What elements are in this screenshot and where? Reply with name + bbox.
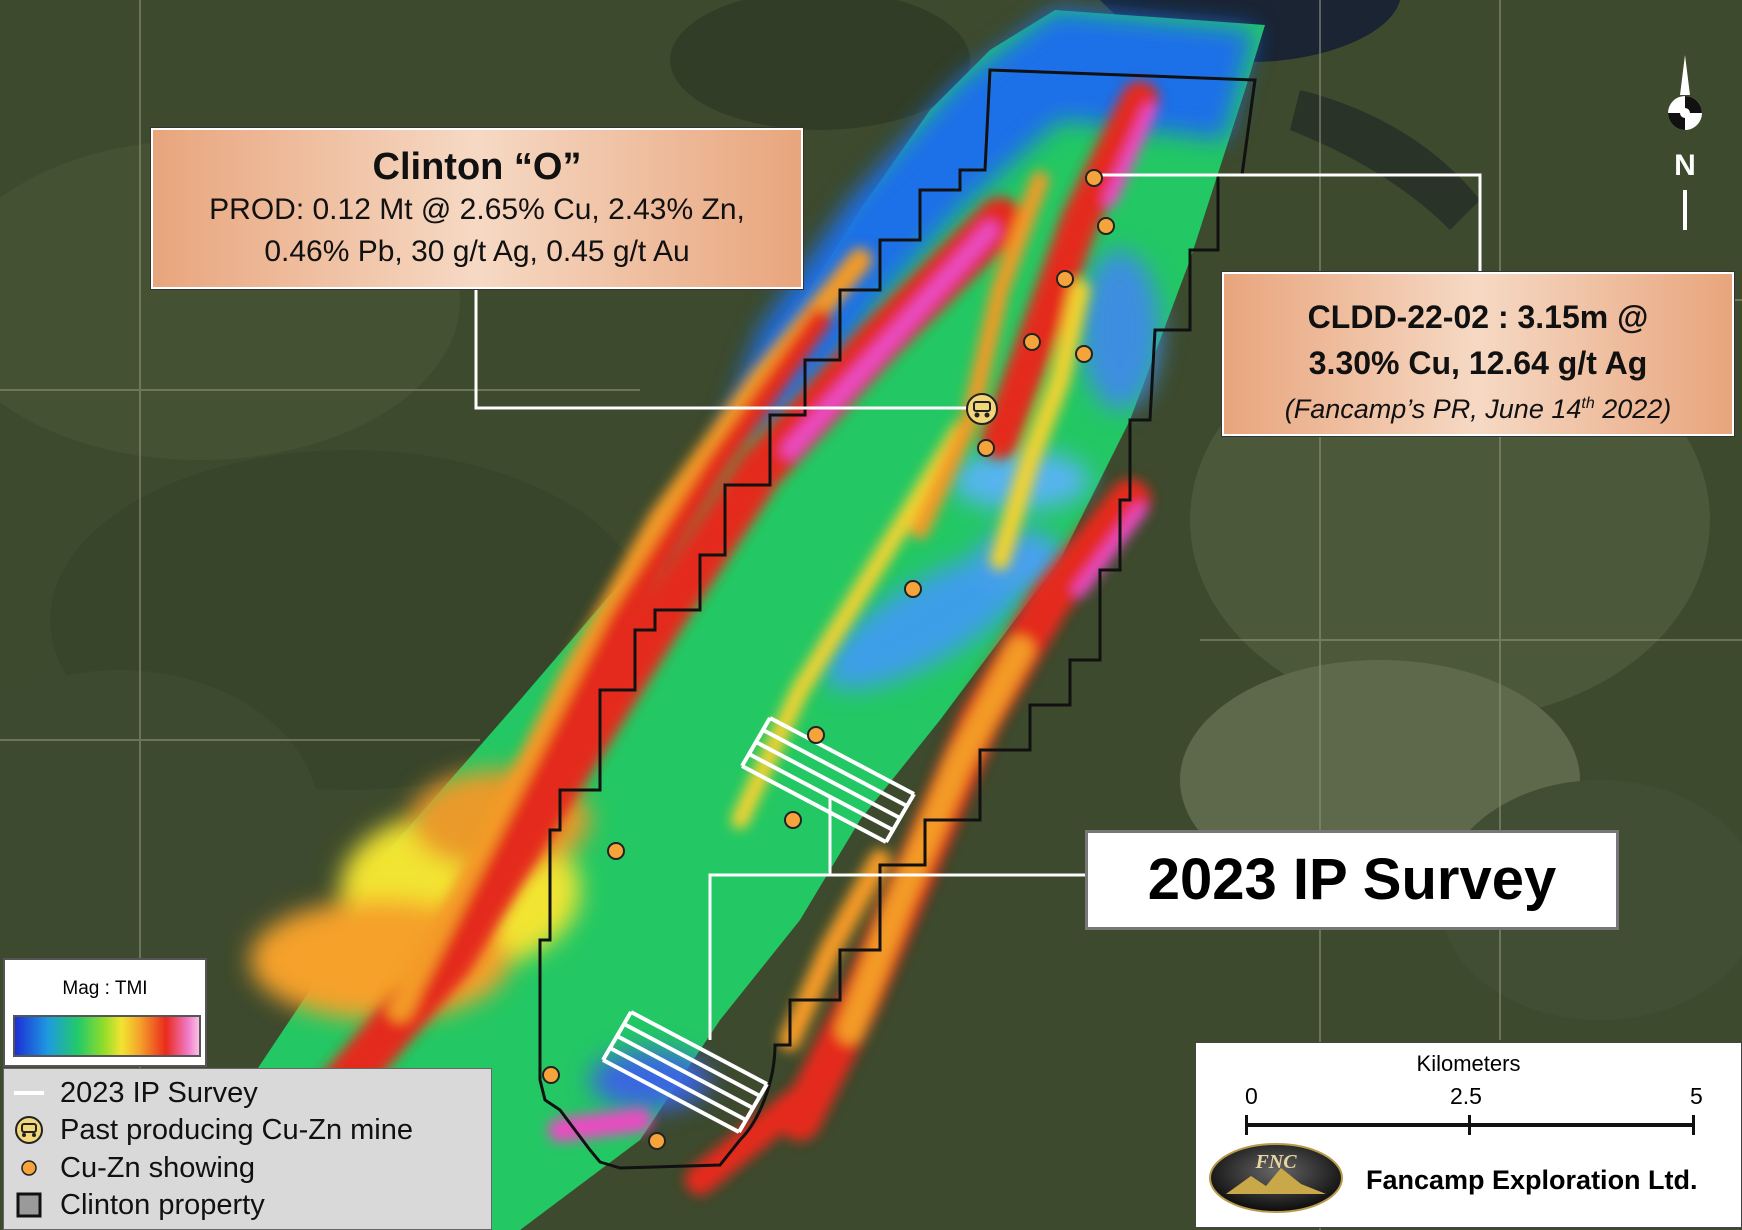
map-legend: 2023 IP Survey Past producing Cu-Zn mine… <box>3 1068 492 1230</box>
mine-icon <box>966 393 998 425</box>
showing-dot <box>1075 345 1093 363</box>
showing-dot <box>1023 333 1041 351</box>
showing-dot <box>542 1066 560 1084</box>
fancamp-logo: FNC <box>1209 1143 1343 1213</box>
cu-zn-showings <box>542 169 1115 1150</box>
showing-dot <box>807 726 825 744</box>
legend-item-showing: Cu-Zn showing <box>12 1150 255 1186</box>
magnetic-tmi-overlay <box>250 10 1265 1230</box>
scale-tick-5: 5 <box>1690 1083 1703 1109</box>
mag-color-ramp <box>13 1015 201 1057</box>
showing-dot <box>784 811 802 829</box>
legend-label: 2023 IP Survey <box>60 1076 258 1109</box>
clinton-o-callout: Clinton “O” PROD: 0.12 Mt @ 2.65% Cu, 2.… <box>151 128 803 289</box>
logo-text: FNC <box>1254 1151 1297 1173</box>
cldd-line1: CLDD-22-02 : 3.15m @ <box>1307 299 1649 335</box>
orange-dot-icon <box>12 1158 46 1178</box>
pr-suffix: 2022) <box>1594 394 1672 424</box>
ip-survey-label: 2023 IP Survey <box>1085 830 1619 930</box>
pr-sup: th <box>1581 395 1595 412</box>
legend-label: Past producing Cu-Zn mine <box>60 1113 413 1146</box>
clinton-property-boundary <box>538 68 1257 1170</box>
white-line-icon <box>12 1088 46 1098</box>
property-square-icon <box>12 1191 46 1219</box>
pr-prefix: (Fancamp’s PR, June 14 <box>1284 394 1582 424</box>
showing-dot <box>1085 169 1103 187</box>
callout-leaders <box>474 173 1482 1040</box>
scale-tick-0: 0 <box>1245 1083 1258 1109</box>
river <box>1290 90 1480 230</box>
north-letter: N <box>1674 149 1696 182</box>
showing-dot <box>904 580 922 598</box>
scale-title: Kilometers <box>1416 1051 1521 1076</box>
mine-icon <box>12 1115 46 1145</box>
cldd-press-release: (Fancamp’s PR, June 14th 2022) <box>1224 386 1732 427</box>
scale-tick-2-5: 2.5 <box>1450 1083 1482 1109</box>
north-arrow-icon: N <box>1668 55 1702 230</box>
company-name: Fancamp Exploration Ltd. <box>1366 1165 1698 1195</box>
cldd-22-02-callout: CLDD-22-02 : 3.15m @ 3.30% Cu, 12.64 g/t… <box>1222 272 1734 436</box>
ip-survey-lines-north <box>740 716 916 844</box>
legend-item-property: Clinton property <box>12 1187 265 1223</box>
mag-tmi-title: Mag : TMI <box>62 978 148 999</box>
clinton-production-line2: 0.46% Pb, 30 g/t Ag, 0.45 g/t Au <box>264 235 690 268</box>
showing-dot <box>1056 270 1074 288</box>
mag-tmi-legend: Mag : TMI <box>3 958 207 1067</box>
showing-dot <box>648 1132 666 1150</box>
scale-and-logo-box: Kilometers 0 2.5 5 FNC Fancamp Explorati… <box>1195 1042 1742 1228</box>
legend-label: Cu-Zn showing <box>60 1151 256 1184</box>
scale-bar <box>1245 1115 1695 1135</box>
showing-dot <box>1097 217 1115 235</box>
clinton-production-line1: PROD: 0.12 Mt @ 2.65% Cu, 2.43% Zn, <box>209 193 745 226</box>
legend-label: Clinton property <box>60 1188 265 1221</box>
showing-dot <box>607 842 625 860</box>
clinton-title: Clinton “O” <box>372 146 582 188</box>
showing-dot <box>977 439 995 457</box>
ip-survey-lines-south <box>601 1010 769 1134</box>
cldd-line2: 3.30% Cu, 12.64 g/t Ag <box>1308 345 1648 381</box>
legend-item-ip-survey: 2023 IP Survey <box>12 1075 258 1111</box>
legend-item-mine: Past producing Cu-Zn mine <box>12 1112 413 1148</box>
